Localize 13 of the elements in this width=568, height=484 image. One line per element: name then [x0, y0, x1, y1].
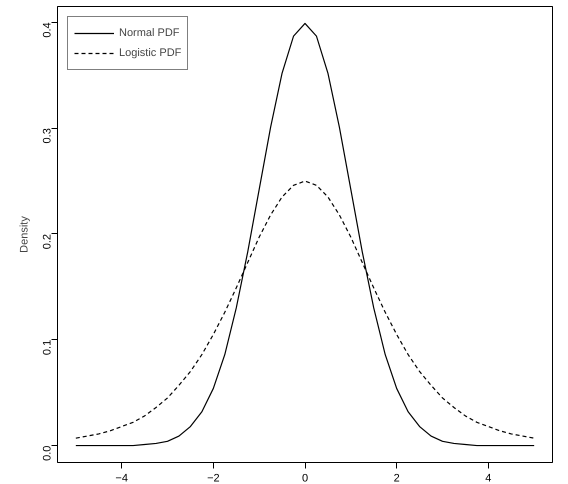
x-tick-label: −2	[207, 472, 220, 484]
y-tick-label: 0.4	[42, 22, 54, 38]
x-tick-label: 0	[302, 472, 308, 484]
y-tick-label: 0.0	[42, 446, 54, 461]
x-tick-label: 4	[485, 472, 492, 484]
y-axis-title: Density	[18, 216, 30, 253]
legend-label: Normal PDF	[119, 27, 180, 39]
legend-label: Logistic PDF	[119, 47, 182, 59]
x-tick-label: 2	[394, 472, 400, 484]
y-tick-label: 0.2	[42, 234, 54, 250]
x-tick-label: −4	[115, 472, 128, 484]
y-tick-label: 0.3	[42, 128, 54, 144]
y-tick-label: 0.1	[42, 340, 54, 356]
